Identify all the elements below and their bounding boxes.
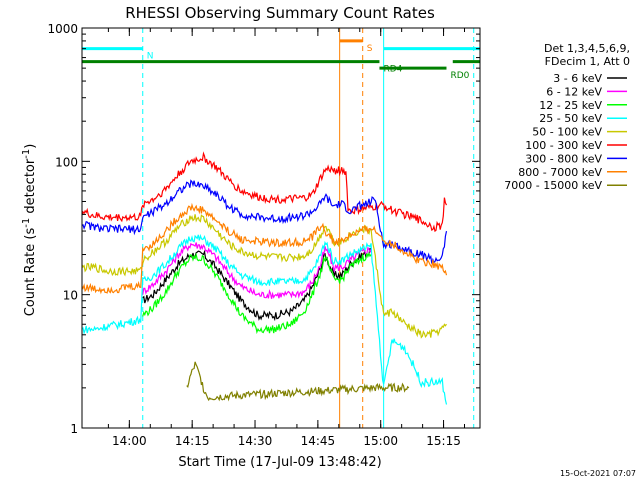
series-line-100-300-kev: [81, 151, 448, 233]
y-label-part-3: ): [23, 144, 38, 149]
y-tick-label-1: 1: [70, 422, 78, 436]
series-line-800-7000-kev: [81, 202, 448, 295]
legend-header-line-2: FDecim 1, Att 0: [545, 55, 630, 68]
state-bar-label-rd0: RD0: [450, 71, 469, 81]
legend-label-50-100-kev: 50 - 100 keV: [532, 126, 602, 139]
legend-header-line-1: Det 1,3,4,5,6,9,: [544, 42, 630, 55]
x-tick-label-14-30: 14:30: [238, 434, 273, 448]
x-tick-label-14-15: 14:15: [175, 434, 210, 448]
x-tick-label-14-45: 14:45: [301, 434, 336, 448]
x-axis-label: Start Time (17-Jul-09 13:48:42): [178, 455, 381, 470]
series-line-7000-15000-kev: [186, 361, 410, 402]
legend-label-100-300-kev: 100 - 300 keV: [525, 139, 602, 152]
series-line-25-50-kev: [81, 233, 448, 405]
legend-label-6-12-kev: 6 - 12 keV: [546, 85, 602, 98]
plot-frame: [81, 27, 481, 429]
y-tick-label-1000: 1000: [47, 22, 78, 36]
y-label-sup-1: -1: [21, 218, 32, 228]
y-axis-label: Count Rate (s-1 detector-1): [21, 144, 39, 317]
legend-label-300-800-kev: 300 - 800 keV: [525, 152, 602, 165]
legend-label-7000-15000-kev: 7000 - 15000 keV: [504, 179, 602, 192]
x-tick-label-14-00: 14:00: [112, 434, 147, 448]
y-label-part-1: Count Rate (s: [23, 228, 38, 317]
x-tick-label-15-00: 15:00: [363, 434, 398, 448]
y-tick-label-100: 100: [55, 155, 78, 169]
chart-title: RHESSI Observing Summary Count Rates: [125, 4, 435, 22]
y-label-sup-2: -1: [21, 149, 32, 159]
legend-label-3-6-kev: 3 - 6 keV: [553, 72, 602, 85]
x-tick-label-15-15: 15:15: [426, 434, 461, 448]
series-line-12-25-kev: [142, 252, 372, 335]
y-tick-label-10: 10: [63, 289, 78, 303]
legend: Det 1,3,4,5,6,9, FDecim 1, Att 0 3 - 6 k…: [504, 42, 630, 192]
state-bar-label-s: S: [367, 44, 373, 54]
series-line-6-12-kev: [142, 242, 372, 299]
legend-label-12-25-kev: 12 - 25 keV: [539, 99, 602, 112]
state-bar-label-n: N: [147, 52, 154, 62]
legend-label-25-50-kev: 25 - 50 keV: [539, 112, 602, 125]
data-layer: NSRD4RD0: [81, 28, 480, 428]
series-line-3-6-kev: [142, 248, 372, 322]
series-line-50-100-kev: [81, 214, 447, 339]
legend-label-800-7000-kev: 800 - 7000 keV: [518, 166, 602, 179]
series-line-300-800-kev: [81, 179, 448, 264]
y-label-part-2: detector: [23, 158, 38, 218]
date-stamp: 15-Oct-2021 07:07: [560, 469, 636, 478]
axes-layer: 14:00 14:15 14:30 14:45 15:00 15:15 1 10 100 1000: [47, 22, 480, 448]
